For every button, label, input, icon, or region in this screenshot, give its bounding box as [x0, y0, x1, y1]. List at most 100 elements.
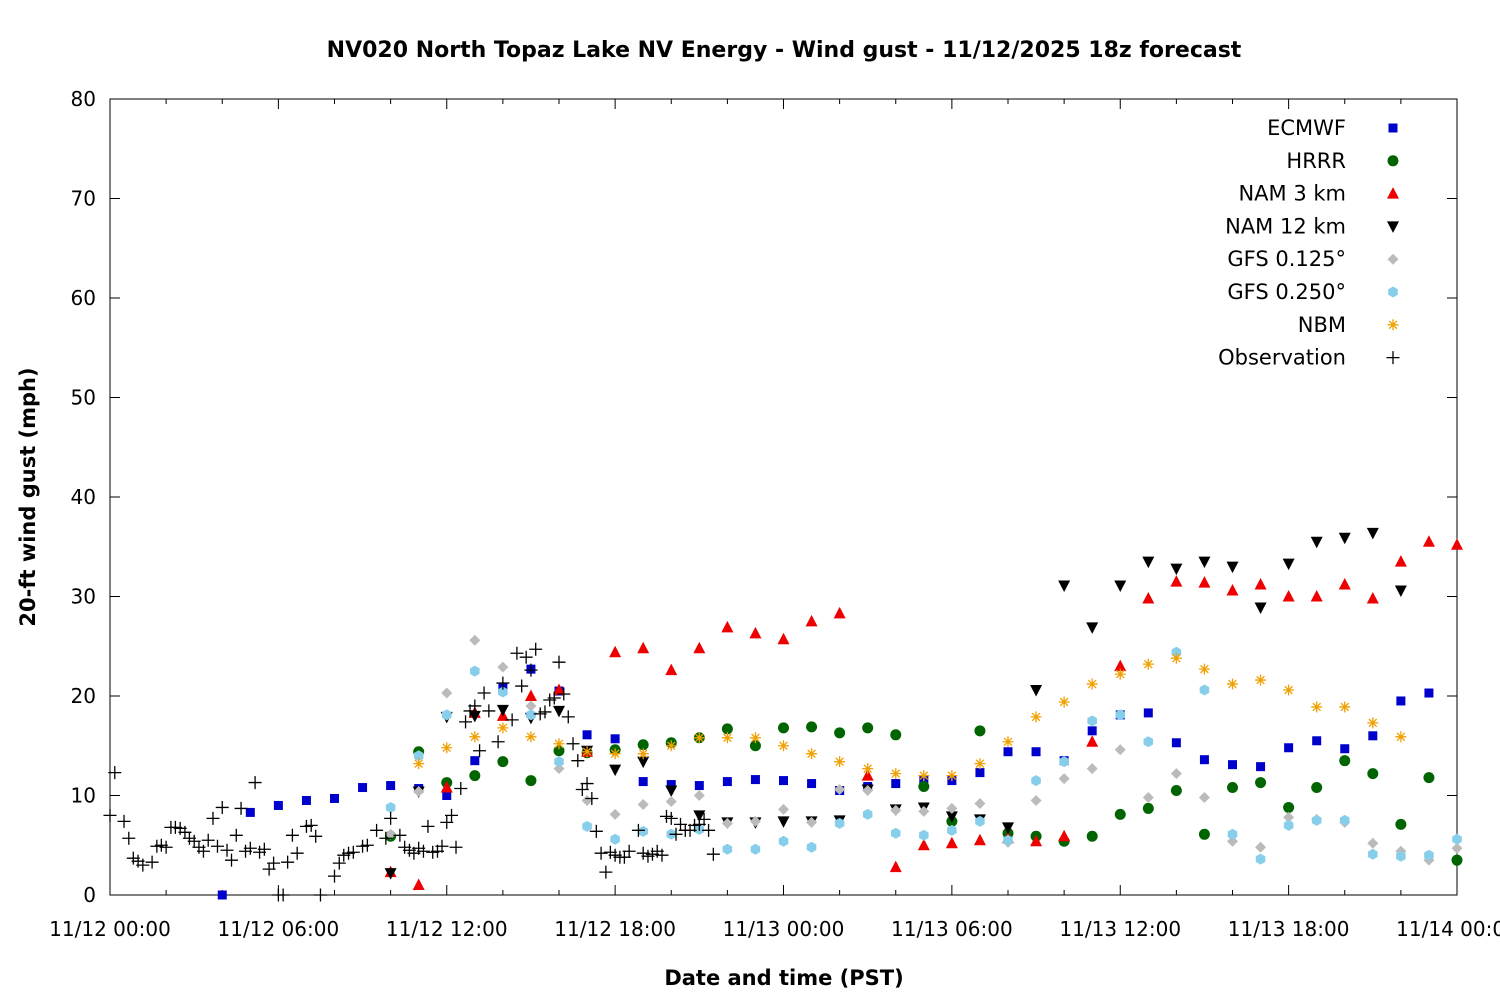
data-point	[890, 768, 902, 780]
data-point	[1395, 818, 1407, 830]
data-point	[721, 723, 733, 735]
data-point	[918, 770, 930, 782]
data-point	[553, 738, 565, 750]
data-point	[1227, 835, 1238, 847]
data-point	[862, 722, 874, 734]
data-point	[631, 823, 645, 837]
data-point	[1340, 744, 1350, 754]
data-point	[917, 838, 930, 851]
data-point	[1198, 791, 1210, 803]
data-point	[806, 841, 817, 853]
data-point	[1254, 602, 1267, 614]
legend-marker	[1388, 123, 1398, 133]
data-point	[469, 634, 481, 646]
data-point	[975, 815, 985, 827]
data-point	[1086, 622, 1099, 634]
data-point	[697, 812, 711, 826]
legend-label: GFS 0.125°	[1227, 247, 1346, 271]
data-point	[974, 758, 986, 770]
data-point	[416, 844, 430, 858]
data-point	[1115, 709, 1126, 721]
data-point	[505, 713, 519, 727]
data-point	[778, 740, 789, 752]
data-point	[1002, 822, 1014, 834]
data-point	[470, 756, 480, 766]
data-point	[594, 846, 608, 860]
data-point	[1451, 842, 1463, 854]
y-tick-label: 80	[71, 87, 96, 111]
data-point	[1310, 590, 1323, 602]
data-point	[257, 842, 271, 856]
data-point	[482, 704, 496, 718]
data-point	[1170, 563, 1183, 576]
x-tick-label: 11/13 06:00	[891, 917, 1013, 941]
x-axis-label: Date and time (PST)	[664, 966, 903, 990]
y-tick-label: 0	[83, 883, 96, 907]
data-point	[1451, 538, 1463, 550]
data-point	[1367, 837, 1379, 849]
data-point	[491, 735, 505, 749]
y-tick-label: 20	[71, 684, 96, 708]
y-tick-label: 30	[71, 585, 96, 609]
data-point	[370, 823, 384, 837]
data-point	[1031, 775, 1041, 787]
data-point	[496, 704, 509, 717]
data-point	[1422, 535, 1435, 547]
data-point	[519, 650, 533, 664]
data-point	[805, 614, 818, 627]
data-point	[273, 800, 283, 810]
data-point	[622, 844, 636, 858]
data-point	[919, 829, 929, 841]
data-point	[201, 833, 215, 847]
data-point	[609, 764, 622, 777]
data-point	[609, 748, 621, 760]
data-point	[413, 750, 424, 762]
data-point	[918, 805, 930, 817]
data-point	[225, 853, 239, 867]
data-point	[1226, 584, 1239, 596]
data-point	[553, 763, 565, 775]
data-point	[1059, 756, 1069, 768]
data-point	[1283, 819, 1294, 831]
data-point	[1030, 685, 1043, 697]
data-point	[469, 731, 481, 743]
series-6	[413, 652, 1407, 782]
data-point	[1367, 768, 1379, 780]
data-point	[1282, 590, 1295, 602]
data-point	[122, 831, 136, 845]
data-point	[778, 803, 789, 815]
data-point	[1255, 674, 1267, 686]
legend-label: GFS 0.250°	[1227, 280, 1346, 304]
data-point	[1339, 701, 1351, 713]
data-point	[581, 746, 593, 758]
data-point	[945, 836, 958, 849]
data-point	[220, 843, 234, 857]
data-point	[637, 641, 650, 654]
data-point	[585, 791, 599, 805]
data-point	[1338, 578, 1351, 590]
data-point	[1255, 777, 1267, 789]
data-point	[1030, 711, 1042, 723]
y-tick-label: 50	[71, 386, 96, 410]
data-point	[637, 748, 649, 760]
data-point	[1311, 782, 1323, 794]
data-point	[304, 818, 318, 832]
data-point	[1142, 658, 1154, 670]
data-point	[1143, 736, 1154, 748]
data-point	[108, 766, 122, 780]
data-point	[749, 732, 761, 744]
data-point	[862, 808, 873, 820]
data-point	[557, 687, 571, 701]
data-point	[459, 715, 473, 729]
data-point	[1311, 701, 1323, 713]
data-point	[806, 816, 818, 828]
data-point	[589, 824, 603, 838]
data-point	[834, 756, 846, 768]
data-point	[1002, 736, 1014, 748]
data-point	[497, 661, 509, 673]
data-point	[1142, 591, 1155, 604]
data-point	[468, 699, 482, 713]
data-point	[1086, 763, 1098, 775]
data-point	[610, 734, 620, 744]
data-point	[1142, 791, 1154, 803]
